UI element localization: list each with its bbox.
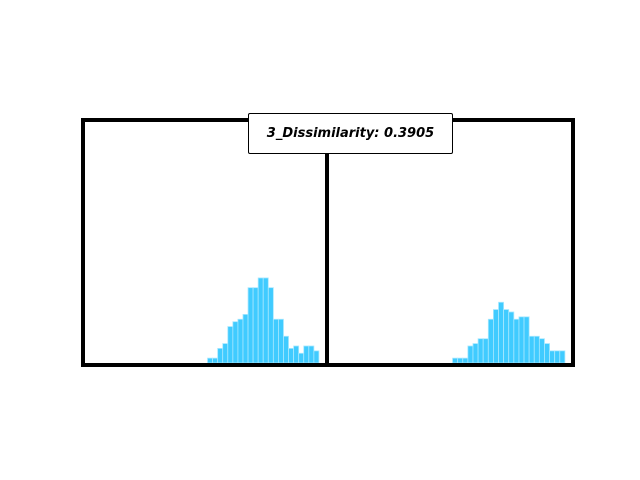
- histogram-bar: [472, 343, 479, 364]
- histogram-bar: [207, 357, 213, 364]
- histogram-bar: [487, 318, 494, 364]
- histogram-panel-right: [452, 301, 566, 364]
- histogram-bar: [212, 357, 219, 364]
- histogram-bar: [523, 316, 530, 364]
- histogram-bar: [503, 309, 510, 364]
- histogram-bar: [308, 345, 315, 364]
- histogram-bar: [313, 350, 320, 364]
- histogram-bar: [252, 287, 259, 364]
- histogram-bar: [222, 343, 229, 364]
- histogram-bar: [492, 309, 499, 364]
- histogram-bar: [293, 345, 300, 364]
- histogram-bar: [549, 350, 556, 364]
- histogram-bar: [262, 277, 269, 364]
- histogram-bar: [508, 311, 515, 364]
- histogram-bar: [467, 345, 474, 364]
- histogram-bar: [452, 357, 459, 364]
- histogram-bar: [477, 338, 484, 364]
- histogram-bar: [298, 352, 305, 364]
- histogram-bar: [498, 301, 505, 364]
- histogram-bar: [303, 345, 310, 364]
- histogram-bar: [554, 350, 561, 364]
- histogram-bar: [533, 335, 540, 364]
- histogram-bar: [217, 348, 224, 364]
- histogram-bar: [288, 348, 295, 364]
- histogram-bar: [242, 313, 249, 364]
- histogram-bar: [227, 326, 234, 364]
- histogram-bar: [528, 335, 535, 364]
- histogram-bar: [267, 287, 274, 364]
- histogram-bar: [559, 350, 566, 364]
- chart-title: 3_Dissimilarity: 0.3905: [248, 113, 453, 154]
- histogram-bar: [232, 321, 239, 364]
- histogram-bar: [272, 318, 279, 364]
- histogram-bar: [283, 335, 289, 364]
- histogram-bar: [237, 318, 244, 364]
- histogram-bar: [544, 343, 550, 364]
- histogram-bar: [278, 318, 284, 364]
- histogram-bar: [518, 316, 525, 364]
- histogram-bar: [482, 338, 489, 364]
- histogram-bar: [457, 357, 464, 364]
- histogram-bar: [247, 287, 254, 364]
- histogram-bar: [538, 338, 545, 364]
- histogram-bar: [257, 277, 264, 364]
- histogram-bar: [462, 357, 469, 364]
- histogram-panel-left: [207, 277, 320, 364]
- histogram-bar: [513, 318, 520, 364]
